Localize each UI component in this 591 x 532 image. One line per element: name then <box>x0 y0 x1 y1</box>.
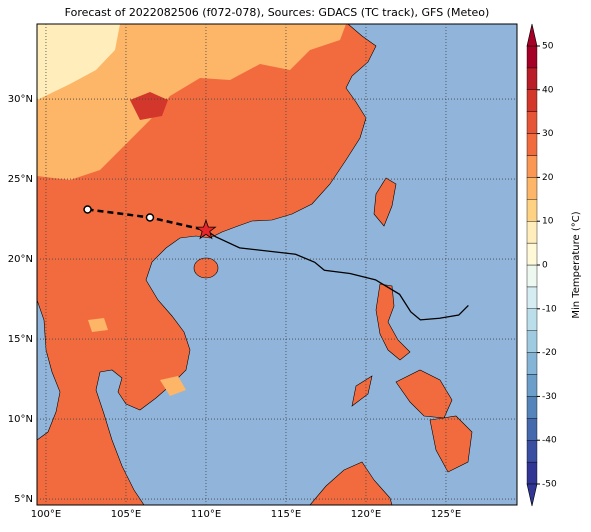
colorbar-segment <box>526 133 538 156</box>
lon-tick-label: 115°E <box>271 509 301 520</box>
map-frame <box>36 23 518 506</box>
colorbar-segment <box>526 461 538 485</box>
colorbar-tick-label: -40 <box>542 436 557 446</box>
lon-tick-label: 110°E <box>191 509 221 520</box>
colorbar-extension <box>526 483 538 507</box>
colorbar-segment <box>526 396 538 419</box>
colorbar-segment <box>526 440 538 463</box>
colorbar-segment <box>526 264 538 288</box>
colorbar-segment <box>526 330 538 353</box>
lat-tick-label: 25°N <box>8 174 33 185</box>
luzon <box>375 283 411 361</box>
lat-tick-label: 10°N <box>8 414 33 425</box>
track-point <box>83 205 92 214</box>
colorbar-segment <box>526 199 538 222</box>
colorbar-segment <box>526 242 538 266</box>
lon-tick-label: 125°E <box>431 509 461 520</box>
colorbar-tick-label: -10 <box>542 304 557 314</box>
light-north <box>37 24 346 180</box>
colorbar-tick-label: 30 <box>542 129 554 139</box>
colorbar-segment <box>526 67 538 91</box>
lat-tick-label: 5°N <box>14 494 33 505</box>
colorbar-segment <box>526 155 538 178</box>
colorbar-segment <box>526 177 538 200</box>
colorbar-tick-label: 50 <box>542 42 554 52</box>
lon-tick-label: 120°E <box>351 509 381 520</box>
colorbar-tick-label: 0 <box>542 261 548 271</box>
lon-tick-label: 100°E <box>31 509 61 520</box>
visayas-mindanao <box>351 369 473 473</box>
map-background <box>37 24 517 505</box>
colorbar-segment <box>526 45 538 69</box>
colorbar-tick-label: -30 <box>542 392 557 402</box>
colorbar-label: Min Temperature (°C) <box>571 211 582 318</box>
colorbar-tick-label: 10 <box>542 217 554 227</box>
lon-tick-label: 105°E <box>111 509 141 520</box>
colorbar-segment <box>526 89 538 112</box>
colorbar-tick-label: 40 <box>542 85 554 95</box>
colorbar-segment <box>526 308 538 331</box>
colorbar-segment <box>526 352 538 375</box>
borneo <box>309 461 393 505</box>
storm-position <box>195 219 217 240</box>
colorbar-segment <box>526 220 538 244</box>
cream-north <box>37 24 120 100</box>
colorbar-segment <box>526 286 538 309</box>
track-point <box>145 213 155 222</box>
title: Forecast of 2022082506 (f072-078), Sourc… <box>65 6 490 19</box>
lat-tick-label: 15°N <box>8 334 33 345</box>
colorbar-segment <box>526 374 538 397</box>
forecast-track <box>205 229 469 321</box>
colorbar-tick-label: 20 <box>542 173 554 183</box>
colorbar-tick-label: -50 <box>542 480 557 490</box>
lat-tick-label: 30°N <box>8 94 33 105</box>
lat-tick-label: 20°N <box>8 254 33 265</box>
colorbar-segment <box>526 111 538 134</box>
colorbar-segment <box>526 418 538 441</box>
colorbar-tick-label: -20 <box>542 348 557 358</box>
taiwan <box>373 177 397 227</box>
colorbar-extension <box>526 23 538 47</box>
